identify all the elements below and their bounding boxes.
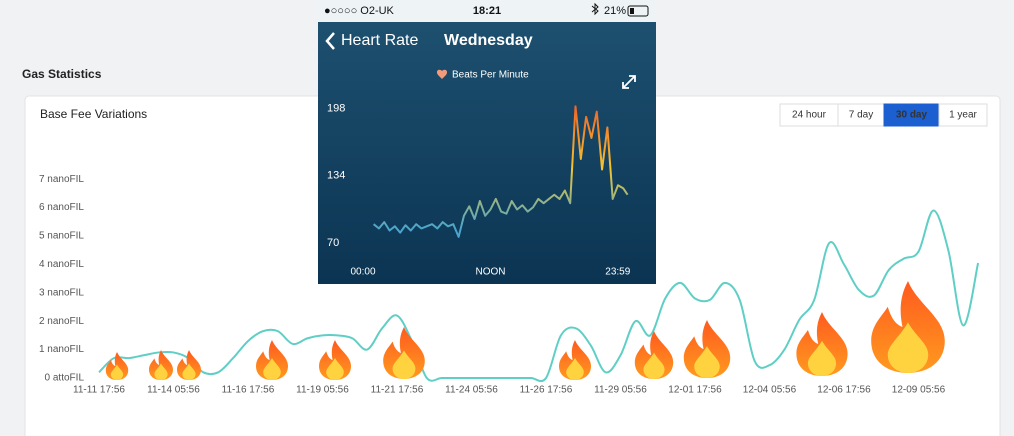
range-selector: 24 hour 7 day 30 day 1 year: [779, 103, 988, 127]
battery-percent: 21%: [604, 5, 626, 17]
bluetooth-icon: [591, 2, 599, 16]
y-tick-label: 7 nanoFIL: [39, 174, 84, 185]
x-tick-label: 12-06 17:56: [817, 385, 871, 396]
x-tick-label: 11-26 17:56: [520, 385, 573, 396]
fee-line: [98, 209, 980, 383]
x-tick-label: 11-14 05:56: [147, 385, 200, 396]
y-tick-label: 134: [327, 170, 345, 182]
x-tick-label: 12-01 17:56: [668, 385, 722, 396]
y-tick-label: 70: [327, 237, 339, 249]
y-tick-label: 5 nanoFIL: [39, 231, 84, 242]
x-tick-label: NOON: [476, 267, 506, 278]
heart-chart: 70 134 198 00:00 NOON 23:59: [327, 102, 631, 277]
range-button-label: 1 year: [949, 110, 977, 121]
status-bar: [318, 0, 656, 22]
x-tick-label: 11-19 05:56: [296, 385, 349, 396]
x-tick-label: 11-11 17:56: [73, 385, 125, 396]
heart-rate-line: [373, 105, 629, 238]
phone-title: Wednesday: [444, 32, 533, 49]
y-tick-label: 0 attoFIL: [45, 373, 85, 384]
x-tick-label: 12-09 05:56: [892, 385, 946, 396]
x-tick-label: 11-16 17:56: [222, 385, 275, 396]
legend-label: Beats Per Minute: [452, 70, 529, 81]
battery-icon: [627, 5, 649, 17]
legend-heart: [436, 69, 448, 79]
battery-level: [630, 8, 634, 14]
range-button[interactable]: [938, 103, 988, 127]
x-tick-label: 11-29 05:56: [594, 385, 647, 396]
main-chart: 0 attoFIL 1 nanoFIL 2 nanoFIL 3 nanoFIL 4 na…: [39, 174, 980, 396]
back-chevron[interactable]: [325, 32, 335, 50]
y-tick-label: 4 nanoFIL: [39, 259, 84, 270]
range-button-label: 24 hour: [792, 110, 827, 121]
x-tick-label: 11-24 05:56: [445, 385, 498, 396]
chart-title: Base Fee Variations: [40, 107, 147, 121]
x-tick-label: 11-21 17:56: [371, 385, 424, 396]
phone-screenshot: ●○○○○ O2-UK 18:21 21% Heart Rate Wednesd…: [318, 0, 656, 284]
clock: 18:21: [473, 5, 501, 17]
page-title: Gas Statistics: [22, 67, 102, 81]
y-tick-label: 3 nanoFIL: [39, 287, 84, 298]
x-tick-label: 00:00: [350, 267, 375, 278]
range-button-label: 30 day: [896, 110, 928, 121]
carrier: ●○○○○ O2-UK: [324, 5, 395, 17]
y-tick-label: 6 nanoFIL: [39, 202, 84, 213]
back-button[interactable]: Heart Rate: [341, 32, 418, 49]
range-button-label: 7 day: [849, 110, 873, 121]
y-tick-label: 2 nanoFIL: [39, 316, 84, 327]
expand-icon[interactable]: [622, 75, 636, 89]
y-tick-label: 1 nanoFIL: [39, 344, 84, 355]
x-tick-label: 23:59: [605, 267, 630, 278]
y-tick-label: 198: [327, 102, 345, 114]
x-tick-label: 12-04 05:56: [743, 385, 797, 396]
